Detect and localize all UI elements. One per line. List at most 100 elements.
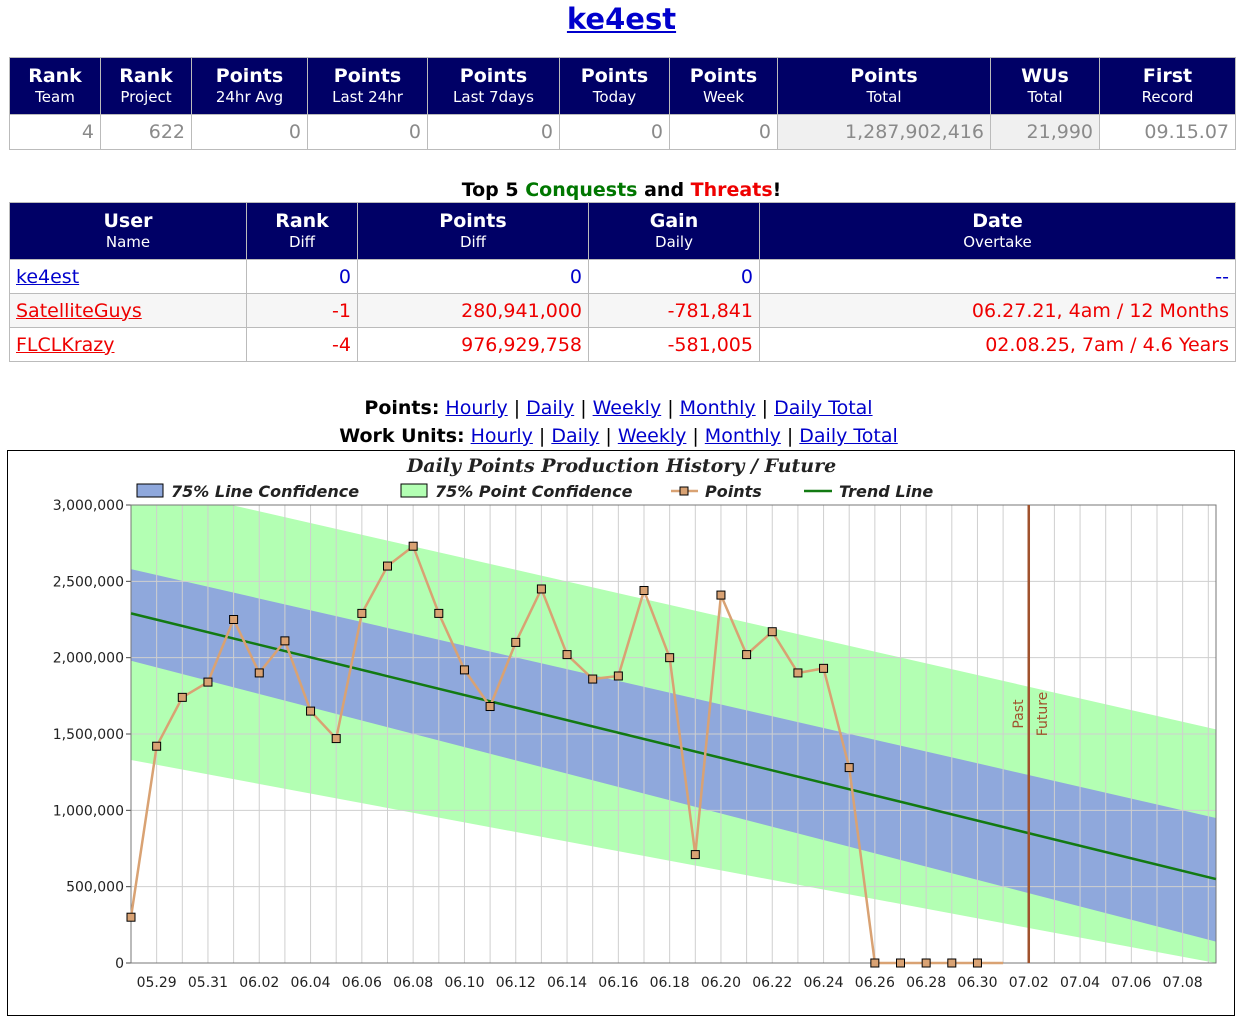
stats-header-cell: Rank Team [10, 58, 101, 115]
top5-header-cell: User Name [10, 203, 247, 260]
data-point [332, 735, 340, 743]
y-tick-label: 500,000 [66, 880, 124, 896]
top5-header-cell: Date Overtake [760, 203, 1236, 260]
stats-header-cell: First Record [1100, 58, 1236, 115]
stats-value-cell: 0 [192, 115, 308, 150]
data-point [820, 664, 828, 672]
points-link-daily-total[interactable]: Daily Total [774, 397, 873, 419]
data-point [640, 586, 648, 594]
user-name-cell: SatelliteGuys [10, 294, 247, 328]
points-link-daily[interactable]: Daily [526, 397, 574, 419]
top5-gain-cell: -581,005 [589, 328, 760, 362]
x-tick-label: 06.26 [855, 975, 895, 991]
data-point [768, 628, 776, 636]
points-link-hourly[interactable]: Hourly [445, 397, 507, 419]
data-point [486, 703, 494, 711]
data-point [255, 669, 263, 677]
data-point [178, 693, 186, 701]
stats-value-cell: 622 [101, 115, 192, 150]
header-top: Gain [589, 210, 759, 232]
data-point [871, 959, 879, 967]
top5-points-diff-cell: 280,941,000 [358, 294, 589, 328]
x-tick-label: 07.08 [1163, 975, 1203, 991]
header-sub: Project [101, 87, 191, 107]
workunits-link-daily[interactable]: Daily [551, 425, 599, 447]
data-point [537, 585, 545, 593]
legend-label-points: Points [705, 482, 762, 501]
x-tick-label: 07.02 [1009, 975, 1049, 991]
top5-header-row: User Name Rank Diff Points Diff Gain Daily Date O… [10, 203, 1236, 260]
top5-gain-cell: -781,841 [589, 294, 760, 328]
x-tick-label: 06.10 [444, 975, 484, 991]
data-point [794, 669, 802, 677]
nav-separator: | [762, 397, 768, 419]
legend-label-point-confidence: 75% Point Confidence [435, 482, 633, 501]
data-point [127, 913, 135, 921]
header-top: Rank [10, 65, 100, 87]
nav-separator: | [667, 397, 673, 419]
x-tick-label: 06.02 [239, 975, 279, 991]
top5-header-cell: Points Diff [358, 203, 589, 260]
top5-heading-mid: and [637, 179, 690, 201]
workunits-link-weekly[interactable]: Weekly [618, 425, 687, 447]
data-point [691, 851, 699, 859]
stats-header-row: Rank Team Rank Project Points 24hr Avg Points L… [10, 58, 1236, 115]
data-point [589, 675, 597, 683]
y-tick-label: 1,500,000 [53, 727, 124, 743]
data-point [512, 638, 520, 646]
workunits-link-daily-total[interactable]: Daily Total [799, 425, 898, 447]
x-tick-label: 07.06 [1111, 975, 1151, 991]
top5-heading-pre: Top 5 [462, 179, 526, 201]
header-sub: Diff [247, 232, 357, 252]
chart-title: Daily Points Production History / Future [406, 455, 836, 477]
x-tick-label: 06.18 [650, 975, 690, 991]
data-point [922, 959, 930, 967]
user-link[interactable]: FLCLKrazy [16, 334, 115, 356]
top5-date-cell: 06.27.21, 4am / 12 Months [760, 294, 1236, 328]
workunits-link-monthly[interactable]: Monthly [705, 425, 781, 447]
top5-rank-diff-cell: -1 [247, 294, 358, 328]
y-tick-label: 3,000,000 [53, 498, 124, 514]
stats-header-cell: Points Last 24hr [308, 58, 428, 115]
user-name-cell: ke4est [10, 260, 247, 294]
header-sub: Daily [589, 232, 759, 252]
user-link[interactable]: ke4est [16, 266, 79, 288]
header-sub: Last 24hr [308, 87, 427, 107]
x-tick-label: 06.22 [752, 975, 792, 991]
stats-value-row: 4 622 0 0 0 0 0 1,287,902,416 21,990 09.15.07 [10, 115, 1236, 150]
user-link[interactable]: ke4est [567, 2, 676, 36]
user-link[interactable]: SatelliteGuys [16, 300, 142, 322]
legend-label-line-confidence: 75% Line Confidence [171, 482, 359, 501]
x-tick-label: 06.14 [547, 975, 587, 991]
header-sub: Team [10, 87, 100, 107]
stats-value-cell: 0 [308, 115, 428, 150]
stats-value-cell: 1,287,902,416 [778, 115, 991, 150]
data-point [717, 591, 725, 599]
workunits-link-hourly[interactable]: Hourly [471, 425, 533, 447]
stats-header-cell: Points Total [778, 58, 991, 115]
legend-swatch-point-confidence [401, 484, 427, 497]
header-top: Points [192, 65, 307, 87]
data-point [204, 678, 212, 686]
stats-value-cell: 09.15.07 [1100, 115, 1236, 150]
data-point [973, 959, 981, 967]
top5-rank-diff-cell: 0 [247, 260, 358, 294]
x-tick-label: 06.28 [906, 975, 946, 991]
data-point [563, 651, 571, 659]
data-point [460, 666, 468, 674]
top5-header-cell: Rank Diff [247, 203, 358, 260]
data-point [384, 562, 392, 570]
data-point [435, 609, 443, 617]
header-sub: Last 7days [428, 87, 559, 107]
points-nav-label: Points: [364, 397, 439, 419]
data-point [897, 959, 905, 967]
points-link-monthly[interactable]: Monthly [680, 397, 756, 419]
x-tick-label: 06.08 [393, 975, 433, 991]
nav-separator: | [787, 425, 793, 447]
top5-heading: Top 5 Conquests and Threats! [0, 179, 1243, 201]
header-sub: Week [670, 87, 777, 107]
legend-swatch-line-confidence [137, 484, 163, 497]
stats-value-cell: 21,990 [991, 115, 1100, 150]
header-top: Rank [247, 210, 357, 232]
points-link-weekly[interactable]: Weekly [593, 397, 662, 419]
